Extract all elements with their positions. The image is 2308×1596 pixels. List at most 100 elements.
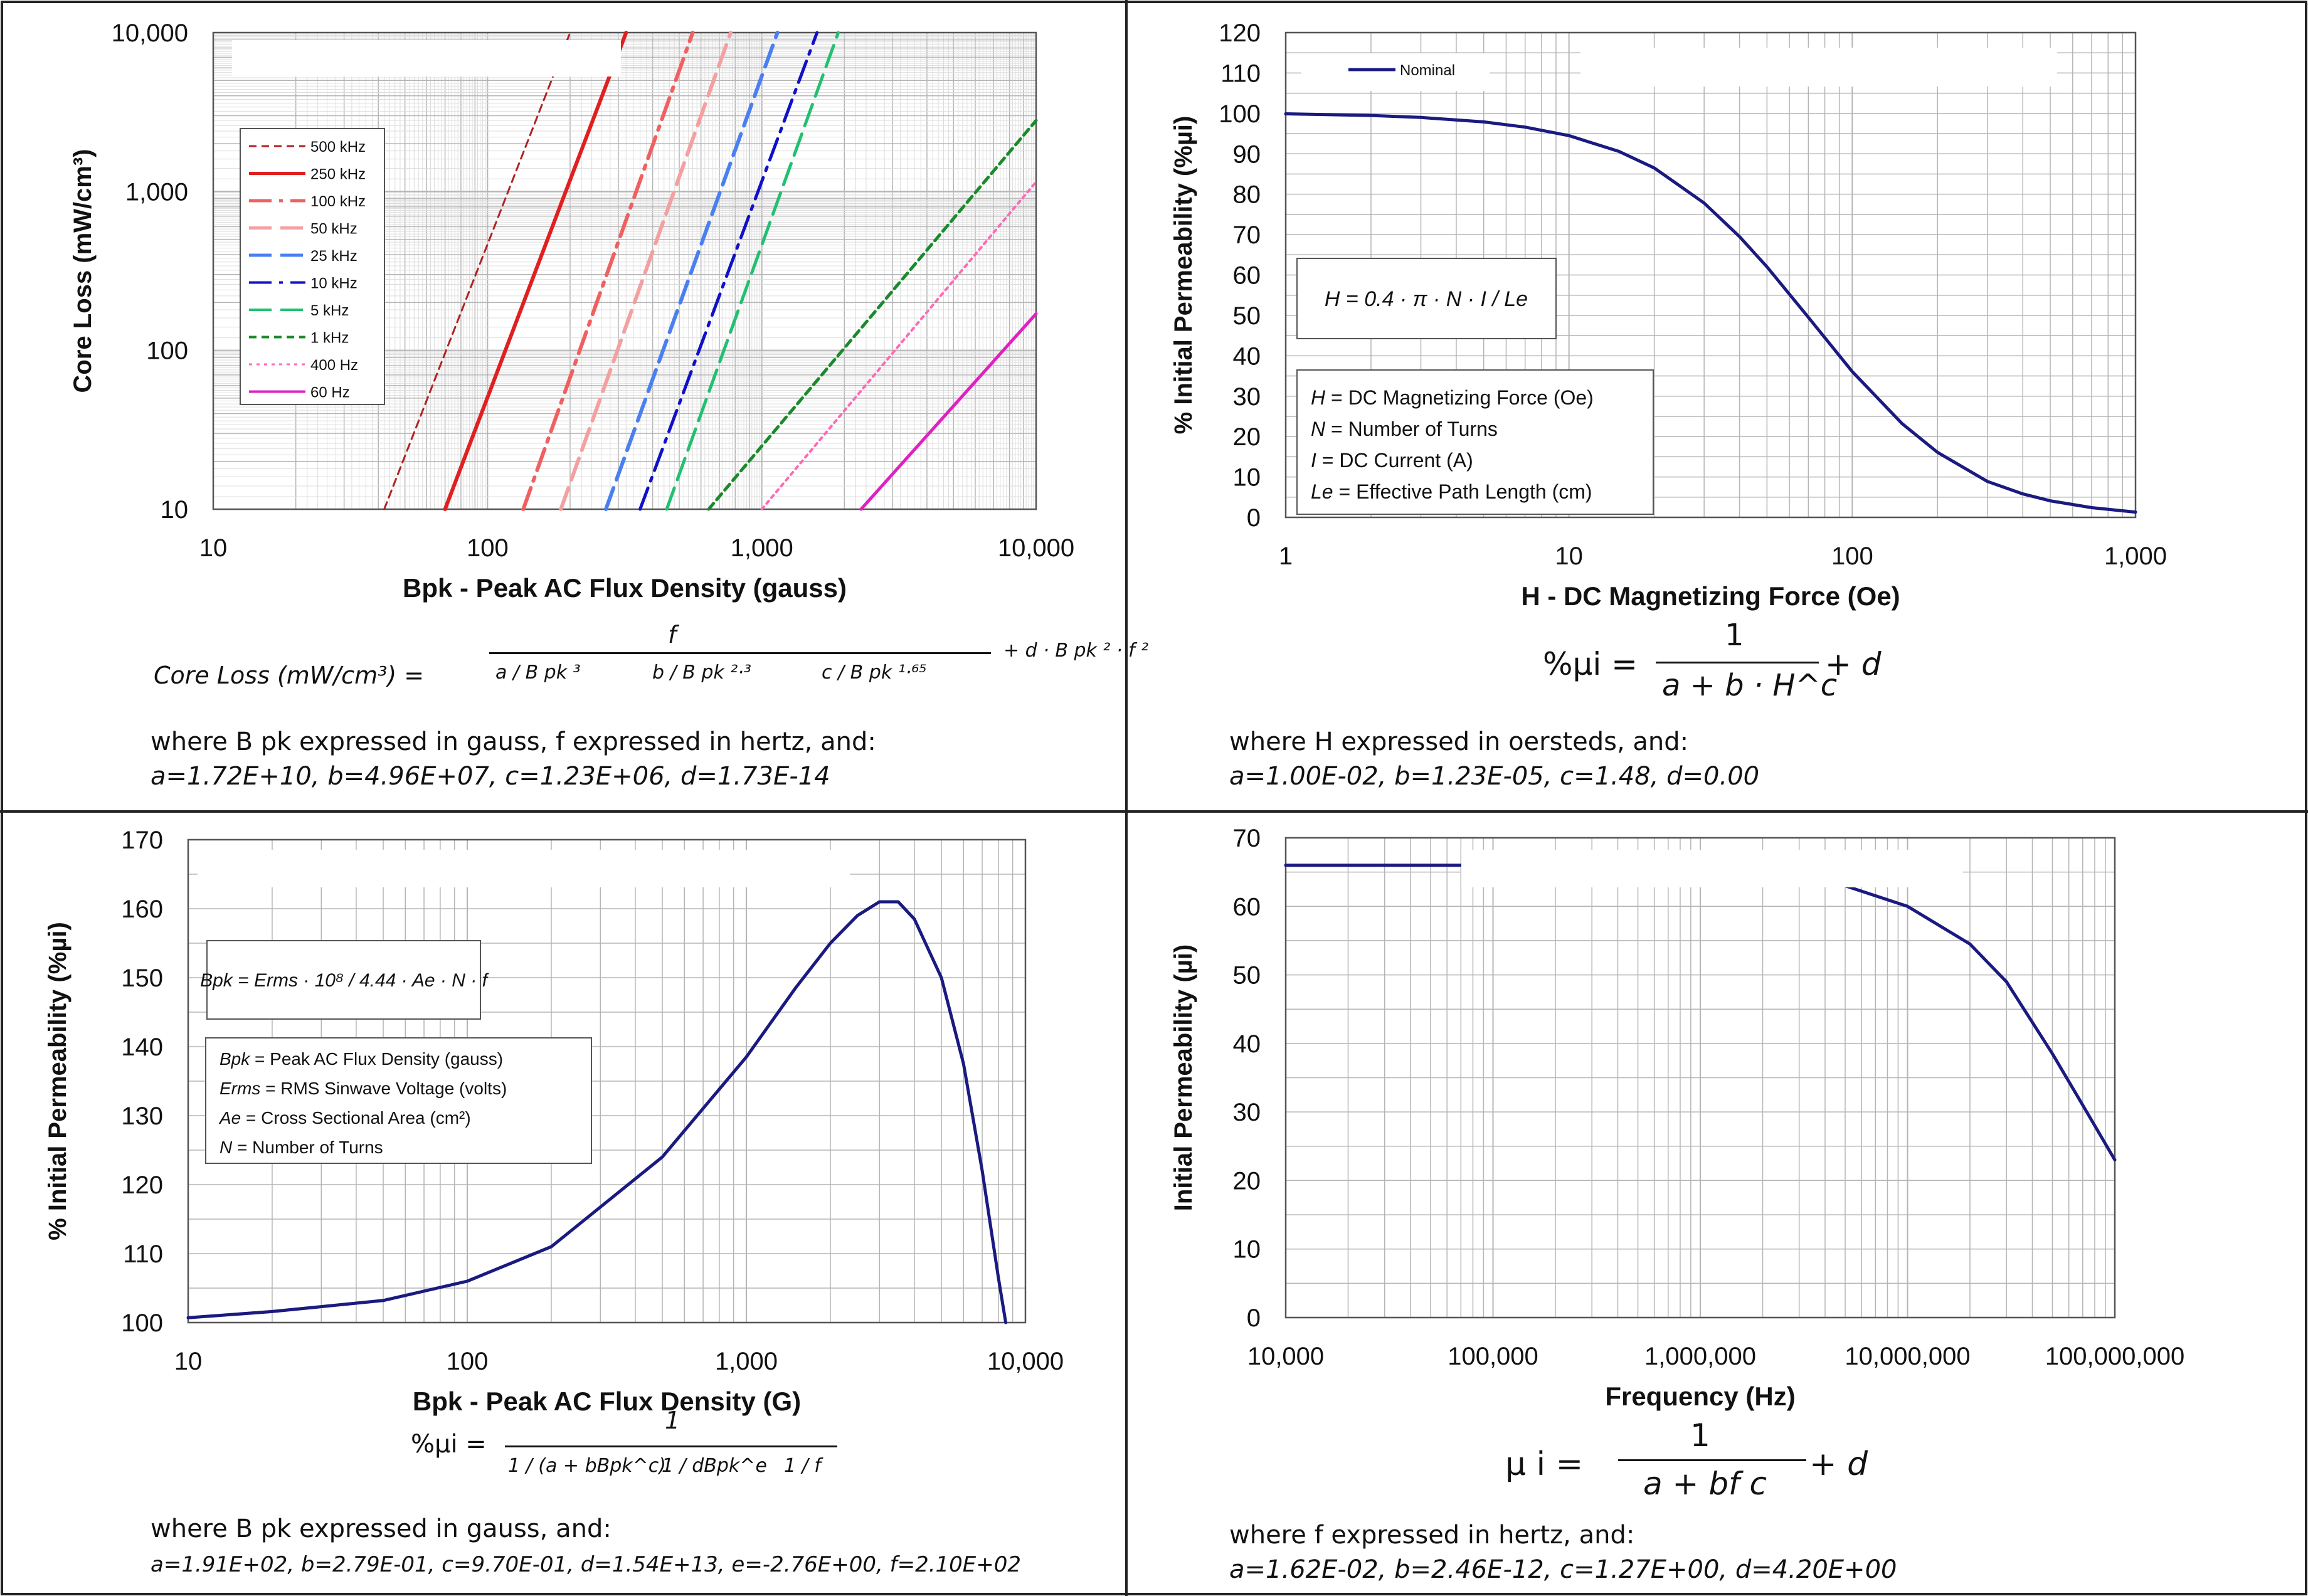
core-loss-formula-lhs: Core Loss (mW/cm³) = bbox=[154, 662, 425, 689]
perm-flux-y-tick-label: 120 bbox=[121, 1171, 163, 1199]
perm-frequency-y-tick-label: 10 bbox=[1233, 1236, 1261, 1264]
perm-frequency-y-tick-label: 60 bbox=[1233, 893, 1261, 921]
perm-flux-where: where B pk expressed in gauss, and: bbox=[151, 1514, 611, 1543]
perm-flux-y-tick-label: 130 bbox=[121, 1102, 163, 1130]
core-loss-legend-label: 1 kHz bbox=[310, 330, 349, 347]
perm-flux-series-curve bbox=[186, 900, 1008, 1324]
core-loss-legend-label: 400 Hz bbox=[310, 357, 358, 374]
perm-dc-bias-y-tick-label: 20 bbox=[1233, 423, 1261, 451]
flux-formula-box bbox=[206, 940, 481, 1020]
dc-bias-formula-text: H = 0.4 · π · N · I / Le bbox=[1325, 287, 1528, 311]
perm-flux-y-tick-label: 110 bbox=[123, 1240, 163, 1268]
core-loss-title-bg bbox=[232, 40, 621, 77]
dc-bias-definition: I = DC Current (A) bbox=[1311, 449, 1473, 472]
perm-frequency-formula-lhs: μ i = bbox=[1505, 1445, 1584, 1483]
core-loss-legend-label: 100 kHz bbox=[310, 193, 366, 210]
perm-frequency-formula: μ i = 1 a + bf c + d where f expressed i… bbox=[1229, 1417, 2170, 1590]
perm-flux-plot-frame bbox=[187, 838, 1027, 1324]
perm-dc-bias-title-bg bbox=[1580, 48, 2057, 87]
core-loss-x-tick-label: 1,000 bbox=[731, 534, 793, 562]
core-loss-legend bbox=[240, 128, 385, 405]
perm-flux-constants: a=1.91E+02, b=2.79E-01, c=9.70E-01, d=1.… bbox=[151, 1552, 1022, 1577]
perm-flux-fraction-bar bbox=[505, 1445, 837, 1447]
perm-frequency-plot-frame bbox=[1284, 837, 2116, 1319]
core-loss-series-10-khz bbox=[638, 31, 819, 511]
perm-dc-bias-x-tick-label: 100 bbox=[1831, 542, 1873, 570]
perm-dc-bias-y-tick-label: 100 bbox=[1219, 100, 1261, 128]
perm-dc-bias-y-tick-label: 120 bbox=[1219, 19, 1261, 47]
core-loss-series-60-hz bbox=[859, 312, 1038, 511]
perm-frequency-formula-numerator: 1 bbox=[1690, 1417, 1710, 1454]
perm-dc-bias-x-axis-label: H - DC Magnetizing Force (Oe) bbox=[1521, 581, 1900, 611]
perm-frequency-x-tick-label: 1,000,000 bbox=[1644, 1343, 1756, 1370]
perm-flux-term-1: 1 / (a + bBpk^c) bbox=[508, 1455, 666, 1477]
perm-dc-bias-series-nominal bbox=[1284, 112, 2137, 514]
core-loss-series-25-khz bbox=[604, 31, 780, 511]
perm-dc-bias-formula: %μi = 1 a + b · H^c + d where H expresse… bbox=[1229, 618, 2170, 791]
perm-flux-formula-lhs: %μi = bbox=[411, 1430, 487, 1459]
perm-dc-bias-formula-denominator: a + b · H^c bbox=[1662, 668, 1838, 703]
core-loss-x-axis-label: Bpk - Peak AC Flux Density (gauss) bbox=[403, 573, 847, 603]
flux-definition: Ae = Cross Sectional Area (cm²) bbox=[218, 1108, 471, 1128]
dc-bias-formula-box bbox=[1296, 258, 1557, 339]
perm-frequency-formula-denominator: a + bf c bbox=[1643, 1466, 1767, 1502]
core-loss-legend-label: 25 kHz bbox=[310, 248, 357, 265]
perm-frequency-constants: a=1.62E-02, b=2.46E-12, c=1.27E+00, d=4.… bbox=[1229, 1555, 1897, 1584]
flux-definitions-box bbox=[205, 1037, 592, 1164]
core-loss-series-100-khz bbox=[521, 31, 695, 511]
flux-formula-text: Bpk = Erms · 10⁸ / 4.44 · Ae · N · f bbox=[200, 970, 489, 991]
core-loss-series-250-khz bbox=[443, 31, 628, 511]
core-loss-grid bbox=[212, 31, 1037, 510]
perm-dc-bias-fraction-bar bbox=[1656, 662, 1819, 663]
perm-dc-bias-y-tick-label: 0 bbox=[1247, 504, 1261, 532]
perm-frequency-y-tick-label: 30 bbox=[1233, 1099, 1261, 1126]
perm-dc-bias-y-tick-label: 70 bbox=[1233, 221, 1261, 249]
core-loss-term-c: c / B pk ¹·⁶⁵ bbox=[822, 662, 927, 684]
core-loss-where: where B pk expressed in gauss, f express… bbox=[151, 727, 876, 756]
perm-frequency-y-tick-label: 0 bbox=[1247, 1304, 1261, 1332]
perm-flux-x-axis-label: Bpk - Peak AC Flux Density (G) bbox=[413, 1387, 801, 1416]
perm-flux-term-3: 1 / f bbox=[784, 1455, 821, 1477]
perm-frequency-fraction-bar bbox=[1618, 1459, 1806, 1461]
core-loss-y-tick-label: 100 bbox=[146, 337, 188, 365]
perm-frequency-formula-tail: + d bbox=[1809, 1445, 1868, 1483]
perm-flux-y-tick-label: 150 bbox=[121, 964, 163, 992]
perm-frequency-x-tick-label: 10,000,000 bbox=[1845, 1343, 1970, 1370]
perm-flux-y-axis-label: % Initial Permeability (%µi) bbox=[44, 922, 71, 1240]
perm-dc-bias-y-tick-label: 30 bbox=[1233, 383, 1261, 411]
perm-dc-bias-formula-numerator: 1 bbox=[1725, 618, 1744, 653]
core-loss-formula: Core Loss (mW/cm³) = f a / B pk ³ b / B … bbox=[151, 621, 1148, 791]
perm-frequency-grid bbox=[1284, 837, 2116, 1319]
dc-bias-definition: N = Number of Turns bbox=[1311, 418, 1498, 440]
core-loss-legend-label: 60 Hz bbox=[310, 384, 350, 401]
core-loss-y-tick-label: 10,000 bbox=[112, 19, 188, 47]
perm-dc-bias-y-axis-label: % Initial Permeability (%µi) bbox=[1170, 116, 1197, 435]
core-loss-series-400-hz bbox=[760, 181, 1037, 510]
core-loss-fraction-bar bbox=[489, 652, 991, 654]
core-loss-legend-label: 500 kHz bbox=[310, 139, 366, 156]
core-loss-series-50-khz bbox=[559, 31, 733, 511]
perm-flux-y-tick-label: 170 bbox=[121, 827, 163, 854]
core-loss-term-a: a / B pk ³ bbox=[495, 662, 581, 684]
perm-dc-bias-formula-tail: + d bbox=[1825, 646, 1882, 682]
perm-frequency-where: where f expressed in hertz, and: bbox=[1229, 1521, 1635, 1550]
perm-frequency-x-tick-label: 100,000,000 bbox=[2045, 1343, 2184, 1370]
perm-flux-x-tick-label: 10 bbox=[174, 1348, 203, 1375]
core-loss-y-axis-label: Core Loss (mW/cm³) bbox=[69, 149, 97, 393]
perm-frequency-x-axis-label: Frequency (Hz) bbox=[1605, 1382, 1795, 1411]
perm-frequency-x-tick-label: 10,000 bbox=[1247, 1343, 1324, 1370]
perm-dc-bias-y-tick-label: 90 bbox=[1233, 140, 1261, 168]
perm-flux-x-tick-label: 1,000 bbox=[715, 1348, 778, 1375]
core-loss-y-tick-label: 1,000 bbox=[125, 178, 188, 206]
perm-dc-bias-legend-label: Nominal bbox=[1400, 62, 1455, 79]
curve-layer bbox=[186, 31, 2137, 1324]
perm-dc-bias-y-tick-label: 40 bbox=[1233, 342, 1261, 370]
dc-bias-definitions-box bbox=[1296, 369, 1654, 515]
flux-definition: N = Number of Turns bbox=[220, 1138, 383, 1157]
core-loss-legend-label: 50 kHz bbox=[310, 221, 357, 238]
core-loss-constants: a=1.72E+10, b=4.96E+07, c=1.23E+06, d=1.… bbox=[151, 762, 830, 791]
perm-dc-bias-y-tick-label: 60 bbox=[1233, 262, 1261, 290]
perm-flux-y-tick-label: 140 bbox=[121, 1033, 163, 1061]
flux-definition: Bpk = Peak AC Flux Density (gauss) bbox=[220, 1049, 503, 1069]
